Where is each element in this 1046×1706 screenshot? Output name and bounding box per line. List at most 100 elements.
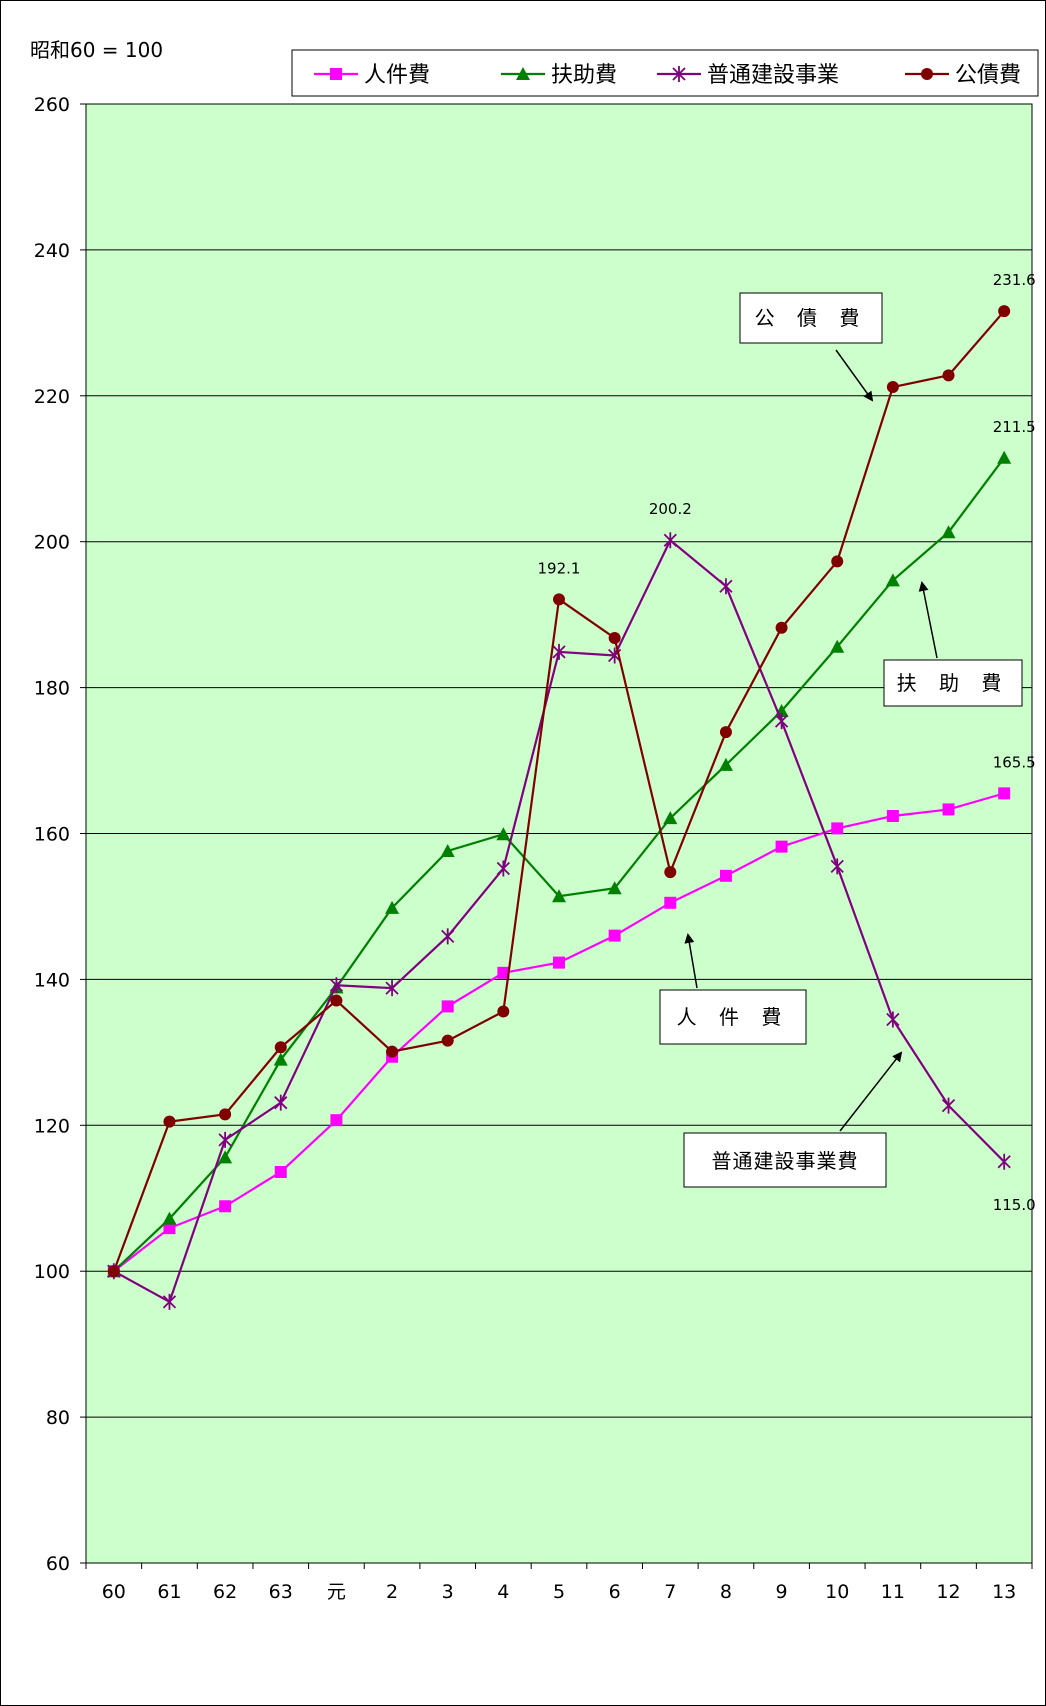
legend-item: 扶助費 [501, 63, 617, 88]
x-tick-label: 4 [497, 1581, 509, 1603]
data-point [774, 713, 789, 730]
x-tick-label: 8 [720, 1581, 732, 1603]
data-point [998, 787, 1011, 800]
annotation-arrow-jinkenhi [684, 933, 698, 989]
x-tick-label: 2 [386, 1581, 398, 1603]
data-point [608, 631, 621, 644]
data-point [553, 956, 565, 969]
data-point [664, 896, 677, 909]
data-label: 165.5 [993, 753, 1036, 771]
annotation-koushihi: 公 債 費 [739, 292, 883, 402]
data-point [830, 639, 845, 653]
annotation-arrow-futsukensetsu [839, 1051, 903, 1132]
x-tick-label: 7 [664, 1581, 676, 1603]
data-point [886, 381, 899, 394]
data-point [496, 860, 510, 877]
data-point [274, 1041, 287, 1054]
data-point [998, 305, 1011, 318]
data-point [385, 980, 399, 997]
legend-label: 普通建設事業 [707, 63, 839, 88]
annotation-label-futsukensetsu: 普通建設事業費 [712, 1149, 859, 1173]
data-point [553, 593, 565, 606]
legend-item: 公債費 [905, 63, 1021, 88]
x-tick-label: 62 [213, 1581, 237, 1603]
annotation-box-jinkenhi [659, 989, 807, 1045]
data-point [552, 889, 566, 903]
legend-label: 扶助費 [551, 63, 617, 88]
series-3 [107, 532, 1011, 1310]
y-tick-label: 60 [46, 1553, 70, 1575]
data-point [497, 966, 510, 979]
data-label: 115.0 [993, 1196, 1036, 1214]
data-point [719, 726, 732, 739]
data-point [273, 1052, 288, 1066]
data-point [607, 881, 622, 895]
x-tick-label: 11 [881, 1581, 905, 1603]
data-point [497, 1005, 510, 1018]
data-point [441, 1034, 454, 1047]
data-point [496, 827, 511, 841]
data-point [163, 1222, 176, 1235]
x-tick-label: 5 [553, 1581, 565, 1603]
data-point [441, 928, 455, 945]
annotation-futsukensetsu: 普通建設事業費 [683, 1051, 903, 1188]
data-point [218, 1150, 233, 1164]
legend-swatch-marker [921, 68, 933, 80]
x-tick-label: 12 [936, 1581, 960, 1603]
y-axis-ticks: 60 80 100 120 140 160 180 200 220 240 260 [34, 94, 86, 1575]
data-point [162, 1293, 177, 1310]
unit-note: 昭和60 = 100 [30, 38, 163, 62]
y-tick-label: 160 [34, 824, 70, 846]
x-tick-label: 13 [992, 1581, 1016, 1603]
series-layer [106, 305, 1012, 1310]
data-point [107, 1265, 120, 1278]
data-point [885, 573, 900, 587]
annotation-box-koushihi [739, 292, 883, 344]
data-point [719, 869, 732, 882]
data-point [218, 1131, 232, 1148]
x-tick-label: 61 [157, 1581, 181, 1603]
data-point [219, 1108, 232, 1121]
data-point [997, 450, 1012, 464]
data-point [775, 840, 788, 853]
x-axis-ticks: 60 61 62 63 元 2 3 4 5 6 7 8 9 10 11 12 13 [85, 1563, 1033, 1603]
annotation-arrow-koushihi [835, 349, 874, 402]
annotation-label-jinkenhi: 人 件 費 [677, 1005, 790, 1029]
data-point [274, 1165, 287, 1178]
y-tick-label: 140 [34, 969, 70, 991]
y-tick-label: 180 [34, 678, 70, 700]
data-point [441, 1000, 454, 1013]
y-tick-label: 200 [34, 532, 70, 554]
data-point [664, 866, 677, 879]
data-point [385, 900, 400, 914]
data-point [997, 1153, 1011, 1170]
data-point [386, 1045, 399, 1058]
annotation-box-fujohi [883, 659, 1023, 707]
annotation-arrow-fujohi [918, 581, 938, 659]
data-point [831, 822, 844, 835]
series-4 [107, 305, 1011, 1278]
data-point [942, 803, 955, 816]
x-tick-label: 10 [825, 1581, 849, 1603]
y-tick-label: 100 [34, 1261, 70, 1283]
y-tick-label: 220 [34, 386, 70, 408]
data-point [163, 1115, 176, 1128]
data-labels: 231.6 211.5 165.5 115.0 192.1 200.2 [538, 271, 1036, 1214]
x-tick-label: 9 [776, 1581, 788, 1603]
data-label: 231.6 [993, 271, 1036, 289]
data-point [886, 809, 899, 822]
data-point [718, 757, 733, 771]
data-point [330, 994, 343, 1007]
legend-item: 人件費 [314, 63, 430, 88]
data-point [219, 1200, 232, 1213]
annotation-fujohi: 扶 助 費 [883, 581, 1023, 707]
data-point [608, 929, 621, 942]
y-tick-label: 240 [34, 240, 70, 262]
annotation-box-futsukensetsu [683, 1132, 887, 1188]
y-tick-label: 120 [34, 1115, 70, 1137]
legend-label: 公債費 [955, 63, 1021, 88]
data-point [663, 811, 678, 825]
data-point [831, 555, 844, 568]
x-tick-label: 63 [269, 1581, 293, 1603]
legend-swatch-marker [330, 68, 342, 80]
